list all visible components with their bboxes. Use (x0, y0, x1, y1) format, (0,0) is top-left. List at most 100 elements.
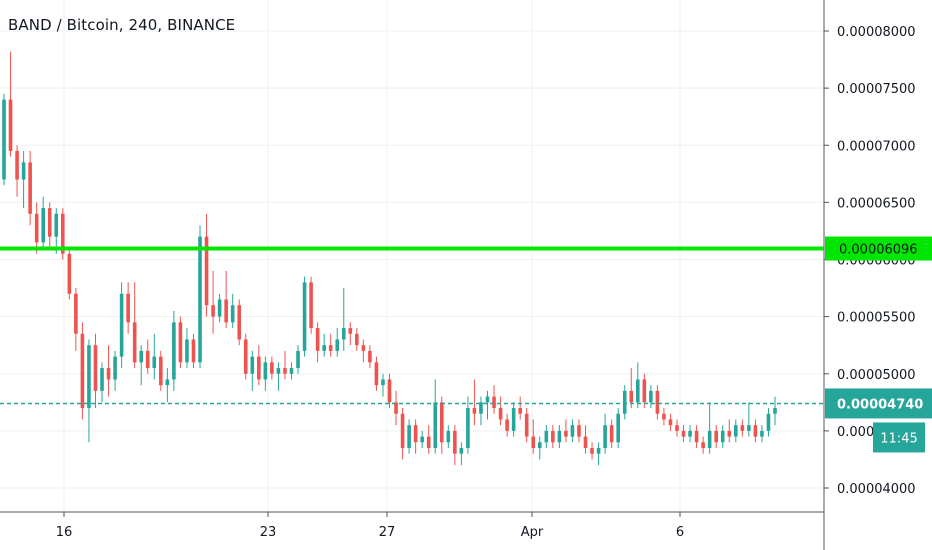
candle-body (217, 299, 222, 317)
candle-body (400, 413, 405, 449)
candle-body (283, 368, 287, 374)
candle-body (760, 430, 764, 437)
candle-body (459, 448, 464, 454)
candle-body (616, 413, 620, 443)
candle-body (479, 402, 483, 414)
candle-body (289, 368, 294, 374)
candle-body (87, 345, 91, 409)
candle-body (74, 293, 78, 334)
horizontal-level-label: 0.00006096 (839, 243, 918, 258)
candle-body (714, 430, 718, 443)
x-tick-label: 16 (56, 525, 73, 540)
x-tick-label: Apr (521, 525, 544, 540)
candle-body (34, 213, 39, 243)
candle-body (119, 293, 124, 357)
candle-body (505, 419, 509, 431)
countdown-label: 11:45 (880, 431, 917, 446)
candle-body (315, 328, 320, 351)
candle-body (67, 253, 72, 294)
candle-body (720, 430, 725, 443)
candle-body (531, 436, 536, 449)
candle-body (132, 322, 137, 363)
candle-body (145, 350, 150, 369)
candle-body (322, 345, 326, 351)
candle-body (675, 425, 679, 431)
candle-body (577, 425, 581, 437)
candle-body (498, 408, 503, 420)
candle-body (328, 345, 333, 351)
candle-body (237, 305, 242, 340)
candle-body (113, 356, 117, 380)
candle-body (224, 299, 228, 323)
candle-body (701, 442, 705, 449)
candle-body (629, 390, 634, 403)
candle-body (551, 430, 555, 443)
candle-body (766, 413, 771, 431)
candle-body (544, 430, 549, 443)
candle-body (603, 425, 607, 449)
candle-body (662, 413, 666, 420)
candle-body (185, 339, 189, 363)
candle-body (707, 430, 712, 449)
candle-body (100, 368, 104, 391)
y-tick-label: 0.00006500 (837, 196, 916, 211)
candle-body (41, 208, 46, 243)
candle-body (139, 350, 144, 363)
candle-body (106, 368, 111, 380)
candle-body (276, 368, 281, 374)
candle-body (472, 408, 477, 414)
candle-body (740, 425, 745, 431)
candle-body (420, 436, 424, 443)
candle-body (622, 390, 627, 414)
candle-body (8, 99, 13, 151)
candle-body (413, 425, 418, 443)
candle-body (355, 333, 359, 346)
candle-body (178, 322, 183, 363)
y-tick-label: 0.00008000 (837, 25, 916, 40)
candle-body (93, 345, 98, 391)
candle-body (655, 390, 660, 414)
candle-body (348, 328, 353, 334)
candle-body (198, 236, 202, 363)
y-tick-label: 0.00004000 (837, 482, 916, 497)
candle-body (511, 408, 516, 431)
candle-body (309, 282, 313, 329)
candle-body (557, 430, 562, 443)
candle-body (485, 396, 490, 403)
candle-body (296, 350, 300, 369)
x-tick-label: 23 (260, 525, 277, 540)
y-tick-label: 0.00007500 (837, 82, 916, 97)
candle-body (368, 350, 372, 363)
candle-body (518, 408, 522, 414)
candle-body (204, 236, 209, 306)
candle-body (492, 396, 496, 409)
candle-body (753, 425, 758, 437)
candle-body (361, 345, 366, 351)
candle-body (649, 390, 653, 403)
candle-body (727, 430, 732, 437)
candle-body (596, 448, 601, 454)
candle-body (80, 333, 85, 409)
candle-body (668, 419, 673, 426)
candle-body (433, 402, 438, 449)
candle-body (387, 379, 392, 403)
candle-body (243, 339, 248, 374)
candle-body (681, 430, 686, 437)
x-tick-label: 6 (676, 525, 684, 540)
candle-body (694, 430, 699, 443)
candle-body (257, 356, 261, 380)
candle-body (2, 99, 6, 180)
candle-body (54, 213, 59, 237)
candle-body (126, 293, 130, 323)
y-tick-label: 0.00005000 (837, 368, 916, 383)
candle-body (165, 379, 170, 386)
candle-body (61, 213, 65, 254)
candle-body (263, 362, 268, 380)
candle-body (446, 430, 451, 443)
candle-body (524, 413, 529, 437)
y-tick-label: 0.00005500 (837, 311, 916, 326)
candle-body (341, 328, 346, 340)
candle-body (250, 356, 255, 374)
candle-body (191, 339, 196, 363)
